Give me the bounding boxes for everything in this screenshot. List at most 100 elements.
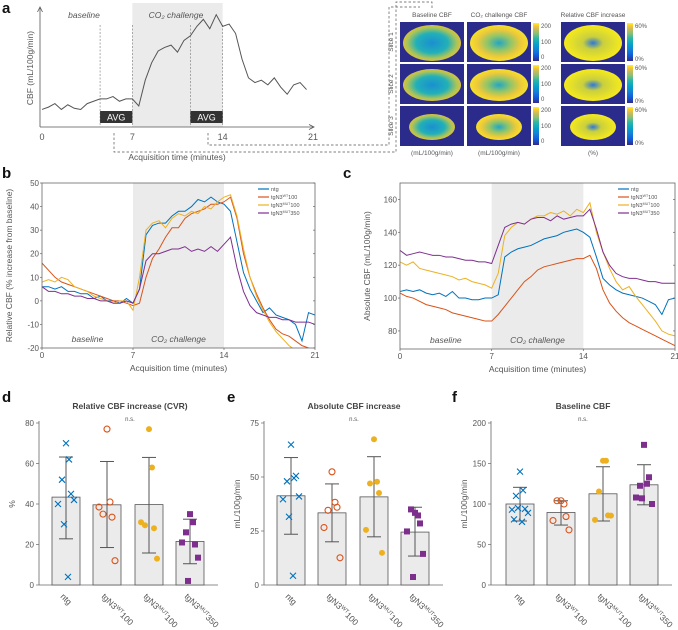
brain-slice-shape — [476, 114, 522, 140]
category-label: tgN3MUT100 — [596, 591, 634, 629]
connector-baseline — [113, 1, 433, 153]
label-base: tgN3 — [631, 203, 643, 209]
data-point-filled-circle — [371, 436, 377, 443]
data-point-square — [404, 528, 410, 535]
panel-c-absolute-cbf-chart: 160 140 120 100 80 0 7 14 21 Acquisition time (mi… — [362, 182, 678, 374]
x-tick-label: 14 — [220, 351, 229, 360]
label-superscript: MUT — [643, 202, 652, 206]
map-column-title: CO₂ challenge CBF — [471, 12, 528, 19]
data-point-filled-circle — [608, 512, 614, 519]
label-base: ntg — [59, 591, 75, 607]
data-point-x — [67, 490, 75, 498]
phase-label-baseline: baseline — [68, 10, 100, 20]
phase-label-co2: CO₂ challenge — [510, 335, 565, 345]
colorbar-tick-label: 200 — [541, 24, 552, 30]
legend-entry: tgN3WT100 — [631, 194, 657, 201]
y-tick-label: -10 — [27, 320, 39, 329]
data-point-square — [417, 520, 423, 527]
significance-label: n.s. — [125, 417, 135, 423]
brain-slice-shape — [470, 69, 528, 101]
data-point-x — [295, 493, 303, 500]
colorbar-tick-label: 0% — [635, 141, 644, 147]
phase-label-co2: CO₂ challenge — [149, 10, 204, 20]
data-point-filled-circle — [379, 549, 385, 556]
category-label: ntg — [59, 591, 75, 607]
data-point-square — [415, 512, 421, 519]
colorbar-tick-label: 60% — [635, 66, 648, 72]
y-tick-label: 50 — [30, 179, 39, 188]
data-point-filled-circle — [154, 555, 160, 562]
label-superscript: MUT — [643, 210, 652, 214]
panel-a-schematic: AVG AVG 0 7 14 21 Acquisition time (minutes) CB… — [25, 3, 318, 162]
colorbar-tick-label: 0 — [541, 55, 545, 61]
y-tick-label: 25 — [250, 527, 259, 536]
label-superscript: WT — [339, 605, 350, 616]
panel-label-b: b — [2, 165, 11, 182]
data-point-x — [65, 456, 73, 463]
y-tick-label: 75 — [250, 419, 259, 428]
category-label: tgN3MUT100 — [142, 591, 180, 629]
x-axis-label: Acquisition time (minutes) — [489, 364, 586, 374]
x-axis-label: Acquisition time (minutes) — [130, 363, 227, 373]
co2-shaded-region — [133, 183, 224, 348]
category-label: ntg — [284, 591, 300, 607]
x-axis-label: Acquisition time (minutes) — [128, 152, 225, 162]
data-point-filled-circle — [603, 457, 609, 464]
colorbar-tick-label: 60% — [635, 108, 648, 114]
data-point-x — [70, 496, 78, 504]
data-point-square — [633, 494, 639, 501]
y-axis-label: CBF (mL/100g/min) — [25, 31, 35, 105]
x-tick-label: 0 — [40, 351, 45, 360]
colorbar-tick-label: 0% — [635, 57, 644, 63]
y-tick-label: 60 — [25, 460, 34, 469]
data-point-square — [420, 550, 426, 557]
data-point-square — [639, 495, 645, 502]
slice-row-label: Slice 2 — [388, 74, 395, 94]
y-tick-label: 0 — [482, 581, 487, 590]
panel-label-a: a — [2, 0, 11, 17]
series-line-0 — [400, 228, 675, 316]
series-line-1 — [400, 254, 675, 347]
series-line-3 — [400, 208, 675, 284]
co2-shaded-region — [491, 183, 584, 349]
label-superscript: MUT — [283, 210, 292, 214]
legend-entry: tgN3WT100 — [271, 194, 297, 201]
x-tick-label: 21 — [308, 132, 318, 142]
panel-f-baseline-cbf-bar-chart: Baseline CBF n.s. 0 50 100 150 200 mL/100g/min n… — [459, 401, 675, 630]
series-line-2 — [400, 201, 675, 337]
plot-frame — [399, 182, 676, 350]
x-tick-label: 14 — [218, 132, 228, 142]
significance-label: n.s. — [349, 417, 359, 423]
y-tick-label: 80 — [388, 327, 397, 336]
data-point-open-circle — [95, 503, 103, 511]
label-suffix: 100 — [288, 195, 297, 201]
brain-slice-shape — [470, 25, 528, 61]
y-axis-label: mL/100g/min — [232, 479, 242, 528]
data-point-filled-circle — [146, 426, 152, 433]
brain-slice-shape — [564, 25, 622, 61]
data-point-x — [279, 495, 287, 503]
series-lines — [42, 194, 315, 348]
legend-entry: tgN3MUT350 — [271, 210, 300, 217]
y-axis-arrow-icon — [37, 6, 43, 13]
data-point-square — [195, 554, 201, 561]
brain-slice-shape — [564, 69, 622, 101]
percent-colorbar — [627, 23, 633, 61]
category-label: tgN3MUT350 — [637, 591, 675, 629]
x-tick-label: 0 — [398, 352, 403, 361]
data-point-square — [646, 474, 652, 481]
label-superscript: WT — [643, 194, 649, 198]
colorbar-tick-label: 100 — [541, 82, 552, 88]
data-point-square — [408, 506, 414, 513]
category-label: tgN3WT100 — [100, 591, 136, 627]
phase-label-co2: CO₂ challenge — [151, 334, 206, 344]
y-tick-label: 120 — [384, 261, 398, 270]
avg-box — [190, 111, 223, 123]
x-tick-label: 21 — [671, 352, 678, 361]
data-point-x — [519, 486, 527, 494]
colorbar-tick-label: 100 — [541, 124, 552, 130]
label-suffix: 100 — [650, 203, 659, 209]
category-label: tgN3MUT350 — [183, 591, 221, 629]
